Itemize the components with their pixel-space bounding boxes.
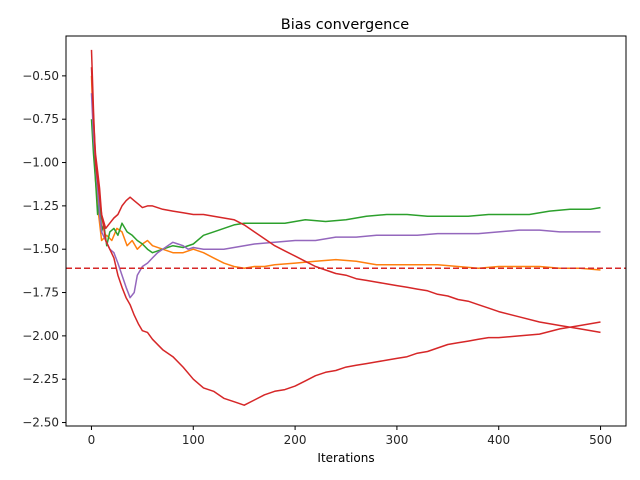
y-tick-label: −1.00 bbox=[22, 156, 59, 170]
series-line-2 bbox=[90, 119, 601, 254]
y-tick-label: −1.25 bbox=[22, 199, 59, 213]
series-line-5 bbox=[90, 67, 601, 334]
x-axis-label: Iterations bbox=[317, 451, 374, 465]
x-tick-label: 100 bbox=[182, 433, 205, 447]
y-tick-label: −0.75 bbox=[22, 112, 59, 126]
series-line-4 bbox=[90, 49, 601, 406]
y-tick-label: −1.75 bbox=[22, 286, 59, 300]
series-line-3 bbox=[90, 93, 601, 299]
y-tick-label: −2.25 bbox=[22, 372, 59, 386]
x-tick-label: 400 bbox=[487, 433, 510, 447]
axis-ticks: 0 100 200 300 400 500 −0.50 −0.75 −1.00 −1.25 −1.5… bbox=[22, 69, 612, 447]
axes-frame bbox=[65, 35, 627, 427]
plot-area bbox=[66, 49, 626, 406]
y-tick-label: −2.50 bbox=[22, 416, 59, 430]
y-tick-label: −2.00 bbox=[22, 329, 59, 343]
y-tick-label: −1.50 bbox=[22, 242, 59, 256]
series-line-1 bbox=[90, 75, 601, 271]
x-tick-label: 300 bbox=[385, 433, 408, 447]
x-tick-label: 200 bbox=[284, 433, 307, 447]
x-tick-label: 0 bbox=[88, 433, 96, 447]
x-tick-label: 500 bbox=[589, 433, 612, 447]
y-tick-label: −0.50 bbox=[22, 69, 59, 83]
chart-title: Bias convergence bbox=[281, 17, 410, 33]
